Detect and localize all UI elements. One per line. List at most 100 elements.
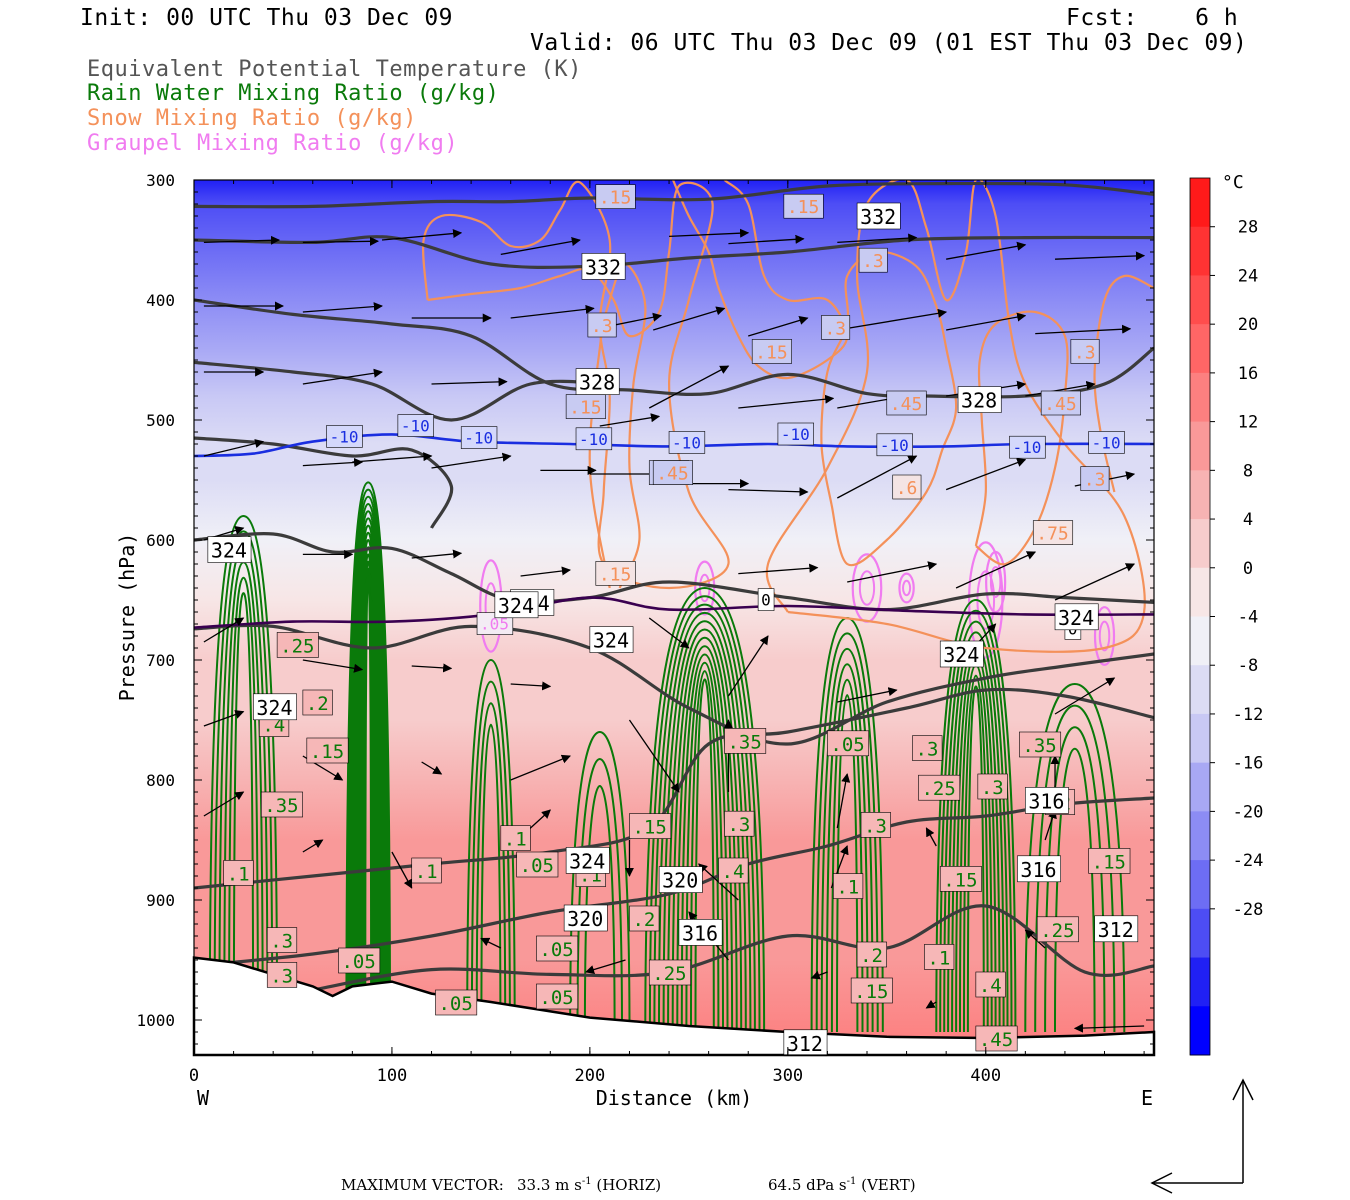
theta-e-contour	[194, 298, 1154, 399]
colorbar-swatch	[1190, 665, 1210, 715]
theta-e-label: 324	[593, 629, 629, 653]
rain-label: .05	[341, 951, 375, 973]
colorbar-tick-label: 0	[1243, 559, 1253, 579]
axes: 0 100 200 300 400 300 400 500 600 700 800 900 1000	[136, 171, 1154, 1086]
rain-label-box	[648, 959, 691, 986]
theta-e-label: 324	[498, 594, 534, 618]
colorbar-tick-label: -28	[1233, 900, 1264, 920]
isotherm-label: -10	[330, 427, 359, 446]
theta-e-label: 320	[662, 869, 698, 893]
rain-contour	[939, 609, 1013, 1033]
isotherm-label-box	[876, 433, 913, 457]
rain-label: .1	[227, 863, 250, 885]
wind-vector	[925, 999, 937, 1009]
theta-e-label: 316	[1028, 789, 1064, 813]
y-tick-label: 1000	[136, 1011, 175, 1030]
wind-vector	[1025, 380, 1096, 397]
snow-label-box	[1032, 520, 1074, 545]
rain-contour	[658, 611, 752, 1033]
wind-vector	[748, 316, 809, 337]
theta-e-label-box	[1025, 787, 1069, 814]
plot-frame	[193, 179, 1155, 1056]
rain-label-box	[975, 971, 1006, 998]
theta-e-label: 324	[1058, 606, 1094, 630]
wind-vector	[203, 439, 265, 457]
theta-e-label-box	[563, 904, 608, 932]
colorbar-tick-label: 16	[1238, 364, 1258, 384]
isotherm-label: -10	[672, 433, 701, 452]
y-tick-label: 700	[146, 651, 175, 670]
rain-contour	[364, 574, 373, 1033]
wind-vector	[946, 312, 1027, 331]
y-axis-label: Pressure (hPa)	[115, 533, 139, 702]
rain-label-box	[629, 813, 672, 839]
colorbar-tick-label: 8	[1243, 461, 1253, 481]
x-tick-label: 400	[970, 1066, 1001, 1086]
rain-contour	[357, 538, 380, 1033]
isotherm-contour	[194, 596, 1154, 629]
max-vector-horiz: 33.3 m s-1 (HORIZ)	[517, 1176, 661, 1194]
y-tick-label: 800	[146, 771, 175, 790]
rain-label-box	[833, 873, 864, 899]
wind-vector	[836, 773, 851, 829]
rain-label: .2	[306, 693, 329, 715]
rain-label-box	[1019, 731, 1062, 758]
wind-vector	[847, 561, 938, 583]
wind-vector	[648, 617, 690, 649]
snow-label: .3	[1074, 342, 1096, 363]
wind-vector	[946, 241, 1027, 260]
theta-e-label: 332	[585, 255, 621, 279]
wind-vector	[728, 234, 805, 245]
rain-contour	[1044, 726, 1106, 1033]
wind-vector	[648, 365, 730, 409]
wind-vector	[1054, 677, 1116, 715]
colorbar: 28 24 20 16 12 8 4 0 -4 -8 -12 -16 -20 -24 -28	[1189, 177, 1264, 1056]
theta-e-label-box	[939, 640, 984, 668]
rain-contour	[361, 560, 375, 1033]
max-vector-vert: 64.5 dPa s-1 (VERT)	[768, 1176, 916, 1194]
snow-label-box	[783, 193, 824, 219]
max-vector-vert-value: 64.5 dPa s	[768, 1176, 847, 1194]
rain-label: .4	[722, 861, 745, 883]
theta-e-label-box	[678, 919, 723, 946]
theta-e-label-box	[856, 202, 901, 230]
wind-vector	[955, 551, 1037, 589]
colorbar-tick-label: -12	[1233, 705, 1264, 725]
snow-label: .3	[1084, 470, 1106, 491]
wind-vector	[837, 687, 898, 703]
rain-label: .05	[520, 855, 554, 877]
graupel-contour	[985, 550, 1007, 614]
x-axis-label: Distance (km)	[596, 1086, 753, 1110]
rain-label-box	[1088, 848, 1131, 874]
theta-e-label-box	[575, 368, 620, 395]
wind-vector	[945, 458, 1027, 491]
snow-label-box	[1080, 466, 1110, 491]
colorbar-swatch	[1190, 275, 1210, 325]
theta-e-label: 324	[943, 643, 979, 667]
rain-contour	[830, 678, 864, 1033]
legend-theta-e: Equivalent Potential Temperature (K)	[87, 57, 582, 82]
isotherm-label: -10	[464, 429, 493, 448]
snow-label: .45	[890, 394, 923, 415]
isotherm-label: -10	[579, 430, 608, 449]
rain-label-box	[302, 689, 333, 716]
snow-label: .15	[787, 197, 820, 218]
graupel-contour	[989, 566, 1002, 598]
wind-vector	[585, 959, 626, 974]
rain-label-box	[912, 735, 943, 761]
wind-vector	[352, 452, 433, 463]
colorbar-swatch	[1190, 860, 1210, 910]
rain-contour	[671, 636, 738, 1033]
theta-e-label-box	[658, 866, 703, 893]
rain-contour	[653, 603, 756, 1033]
wind-vector	[391, 851, 413, 889]
colorbar-swatch	[1190, 372, 1210, 423]
theta-e-contour	[194, 532, 1154, 612]
rain-contour	[694, 678, 715, 1033]
rain-label: .35	[727, 731, 761, 753]
theta-e-label: 328	[579, 371, 615, 395]
colorbar-swatch	[1190, 470, 1210, 520]
wind-vector	[837, 308, 948, 331]
rain-contour	[943, 620, 1009, 1033]
snow-label-box	[595, 561, 636, 586]
